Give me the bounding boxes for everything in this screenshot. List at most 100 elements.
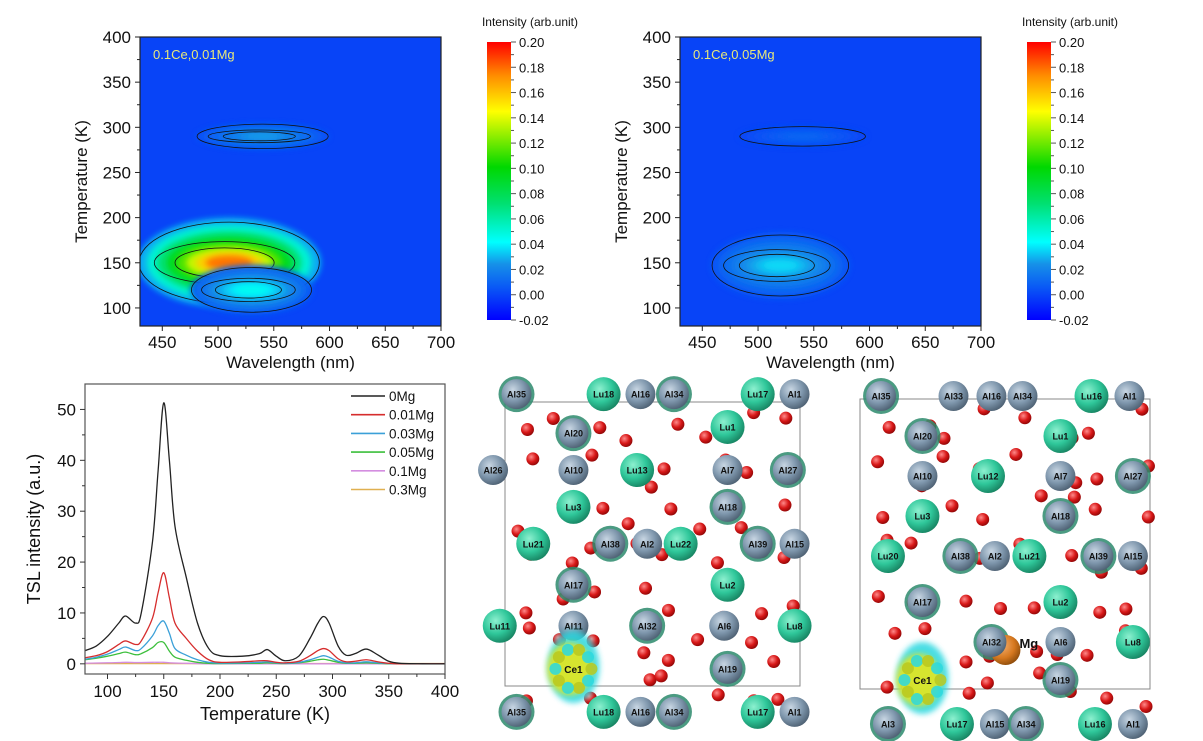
atom-al27: Al27 <box>769 452 806 488</box>
x-tick-label: 100 <box>93 682 121 701</box>
atom-al39: Al39 <box>1080 538 1117 574</box>
atom-lu13: Lu13 <box>620 453 655 487</box>
oxygen-atom <box>546 411 560 425</box>
colorbar-tick-label: 0.20 <box>519 35 544 50</box>
oxygen-atom <box>710 556 724 570</box>
oxygen-atom <box>779 411 793 425</box>
atom-al38: Al38 <box>942 538 979 574</box>
oxygen-atom <box>1093 605 1107 619</box>
al-sphere <box>709 610 740 641</box>
atom-label: Lu21 <box>1019 552 1040 562</box>
atom-al17: Al17 <box>555 566 592 603</box>
atom-lu11: Lu11 <box>482 608 517 643</box>
atom-label: Al10 <box>913 472 932 482</box>
lu-sphere <box>710 409 745 444</box>
colorbar-tick-label: 0.02 <box>519 262 544 277</box>
oxygen-atom <box>740 466 754 480</box>
atom-label: Lu16 <box>1081 392 1102 402</box>
oxygen-atom <box>621 517 635 531</box>
lu-sphere <box>905 499 940 533</box>
oxygen-atom <box>522 621 536 635</box>
oxygen-atom <box>644 480 658 494</box>
contour-line <box>214 281 282 299</box>
al-sphere <box>1117 541 1148 571</box>
oxygen-atom <box>596 501 610 515</box>
legend-label: 0Mg <box>389 389 415 404</box>
heatmap-feature-main-peak <box>710 231 851 300</box>
al-sphere <box>779 528 810 559</box>
atom-al38: Al38 <box>592 525 629 562</box>
y-tick-label: 400 <box>103 28 131 47</box>
oxygen-atom <box>661 603 675 617</box>
atom-label: Al38 <box>951 552 970 562</box>
oxygen-atom <box>637 646 651 660</box>
atom-label: Lu22 <box>670 539 691 549</box>
x-tick-label: 500 <box>744 333 772 352</box>
x-tick-label: 700 <box>427 333 455 352</box>
atom-ce1: Ce1 <box>547 630 600 703</box>
oxygen-atom <box>871 455 885 469</box>
x-tick-label: 350 <box>375 682 403 701</box>
lu-sphere <box>710 567 745 602</box>
atom-label: Al32 <box>638 621 657 631</box>
colorbar-tick-label: 0.00 <box>519 288 544 303</box>
colorbar-tick-label: 0.08 <box>519 187 544 202</box>
atom-al32: Al32 <box>629 607 666 644</box>
colorbar-tick-label: 0.14 <box>519 111 544 126</box>
oxygen-atom <box>980 676 994 690</box>
atom-al20: Al20 <box>555 415 592 452</box>
al-sphere <box>772 455 803 485</box>
atom-label: Al19 <box>1051 676 1070 686</box>
atom-al26: Al26 <box>478 455 509 485</box>
al-sphere <box>866 381 897 411</box>
atom-al1: Al1 <box>779 696 810 727</box>
atom-lu18: Lu18 <box>586 377 621 412</box>
al-sphere <box>742 528 773 559</box>
al-sphere <box>1045 665 1076 695</box>
charge-density-isosurface <box>896 642 949 714</box>
atom-label: Al38 <box>601 539 620 549</box>
y-tick-label: 400 <box>643 28 671 47</box>
atom-al1: Al1 <box>779 379 810 410</box>
atom-label: Al17 <box>564 580 583 590</box>
oxygen-atom <box>1030 644 1044 658</box>
oxygen-atom <box>959 594 973 608</box>
atom-label: Al32 <box>982 638 1001 648</box>
heatmap-annotation: 0.1Ce,0.05Mg <box>693 47 775 62</box>
atom-label: Al2 <box>640 539 654 549</box>
colorbar-tick-label: 0.10 <box>1059 161 1084 176</box>
lu-sphere <box>971 459 1005 493</box>
oxygen-atom <box>519 606 533 620</box>
colorbar-tick-label: -0.02 <box>1059 313 1089 328</box>
x-tick-label: 500 <box>204 333 232 352</box>
atom-label: Al11 <box>564 621 583 631</box>
oxygen-atom <box>1119 602 1133 616</box>
atom-al15: Al15 <box>779 528 810 559</box>
colorbar-tick-label: 0.04 <box>1059 237 1084 252</box>
al-sphere <box>625 379 656 410</box>
y-tick-label: 50 <box>57 400 76 419</box>
oxygen-atom <box>937 431 951 445</box>
crystal-structure-ce1-mg: Al35 Al33 Al16 Al34 Lu16 Al1 Al20 Lu1 Al10 Lu12 Al… <box>859 378 1155 741</box>
y-tick-label: 300 <box>643 118 671 137</box>
atom-al35: Al35 <box>498 693 535 730</box>
oxygen-atom <box>639 581 653 595</box>
contour-line <box>723 249 831 282</box>
lu-sphere <box>1115 625 1150 659</box>
atom-label: Lu11 <box>489 621 510 631</box>
y-tick-label: 100 <box>643 299 671 318</box>
atom-lu17: Lu17 <box>939 707 974 741</box>
atom-al35: Al35 <box>498 376 535 413</box>
y-tick-label: 350 <box>643 73 671 92</box>
atom-label: Al39 <box>1089 552 1108 562</box>
al-sphere <box>478 455 509 485</box>
lu-sphere <box>620 453 655 487</box>
atom-label: Lu17 <box>747 707 768 717</box>
y-tick-label: 100 <box>103 299 131 318</box>
colorbar-tick-label: 0.16 <box>519 86 544 101</box>
atom-lu21: Lu21 <box>516 526 551 561</box>
oxygen-atom <box>1090 472 1104 486</box>
y-tick-label: 0 <box>67 655 76 674</box>
oxygen-atom <box>993 601 1007 615</box>
